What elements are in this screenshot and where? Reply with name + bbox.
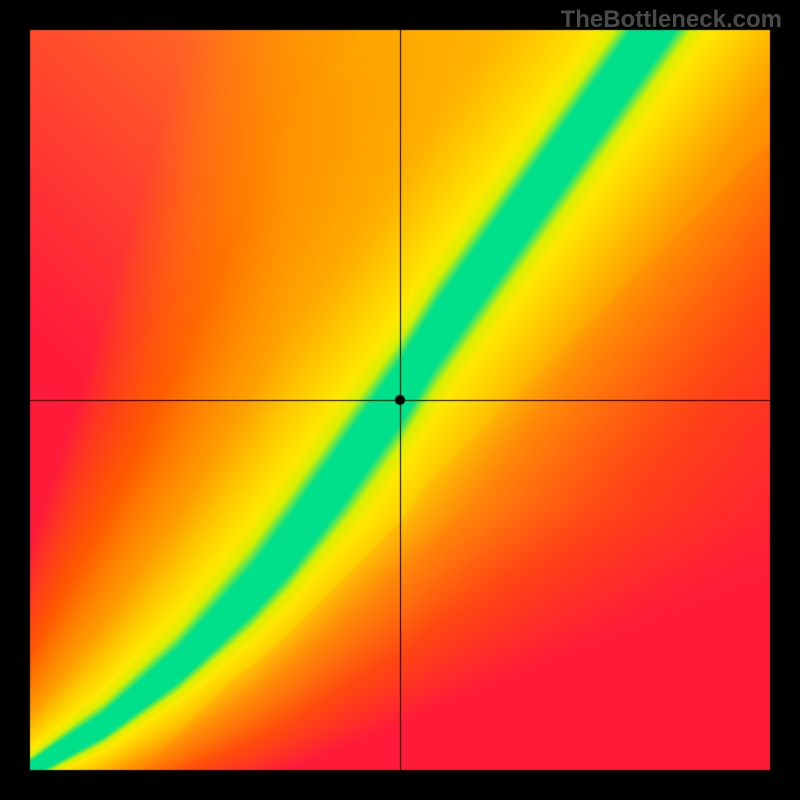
chart-container: TheBottleneck.com — [0, 0, 800, 800]
bottleneck-heatmap — [0, 0, 800, 800]
watermark-text: TheBottleneck.com — [561, 6, 782, 34]
